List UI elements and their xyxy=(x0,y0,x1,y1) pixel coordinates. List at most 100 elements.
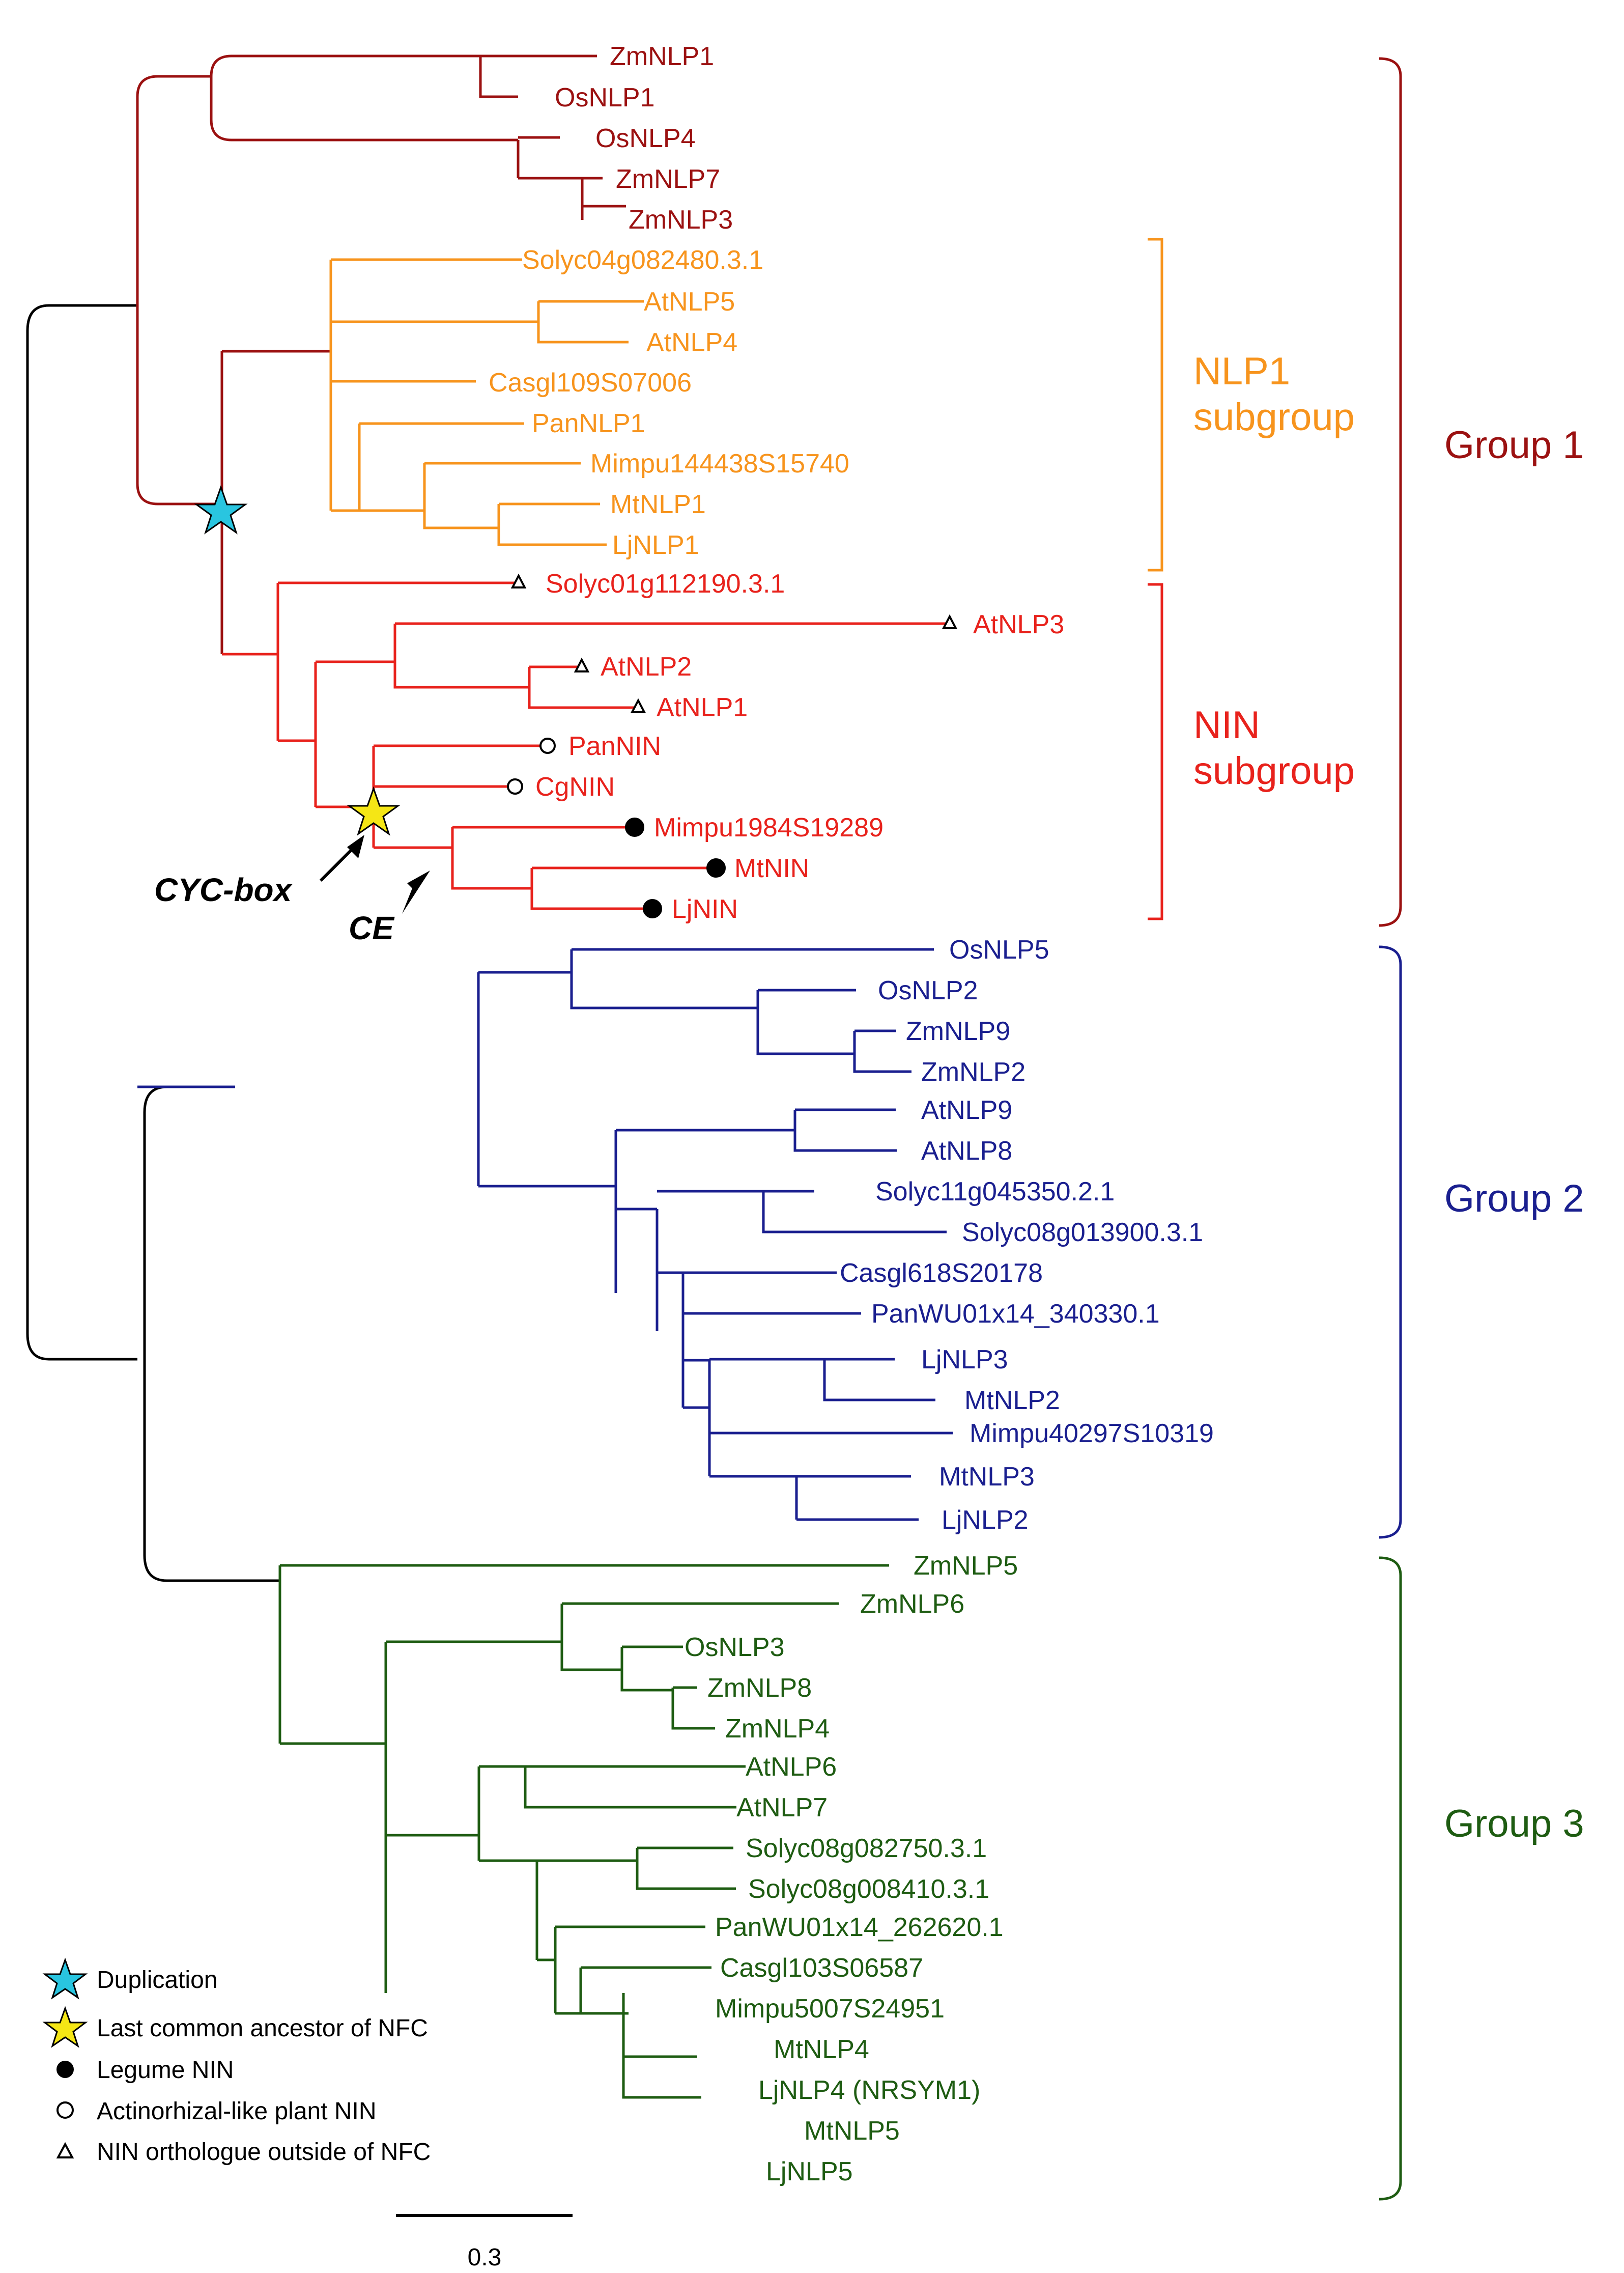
leaf-label: LjNLP3 xyxy=(921,1345,1008,1374)
nin-subgroup-label-line2: subgroup xyxy=(1193,749,1355,793)
leaf-label: Solyc08g008410.3.1 xyxy=(748,1874,989,1904)
leaf-label: ZmNLP8 xyxy=(707,1673,812,1703)
scale-bar-label: 0.3 xyxy=(468,2244,502,2271)
group1-branches xyxy=(136,54,626,654)
group-brackets xyxy=(1148,57,1402,2201)
group2-label: Group 2 xyxy=(1444,1177,1584,1220)
leaf-labels: ZmNLP1 OsNLP1 OsNLP4 ZmNLP7 ZmNLP3 Solyc… xyxy=(489,42,1214,2186)
leaf-label: AtNLP3 xyxy=(973,610,1064,639)
leaf-label: AtNLP6 xyxy=(746,1752,837,1782)
lca-star-icon xyxy=(347,786,401,836)
leaf-label: OsNLP4 xyxy=(595,124,696,153)
nin-bracket xyxy=(1148,583,1163,920)
cyc-box-label: CYC-box xyxy=(154,872,293,908)
leaf-label: OsNLP1 xyxy=(555,83,655,113)
leaf-label: LjNLP4 (NRSYM1) xyxy=(758,2075,980,2105)
leaf-label: OsNLP3 xyxy=(685,1633,785,1662)
ce-arrowhead-icon xyxy=(402,871,430,914)
nlp1-subgroup-label-line1: NLP1 xyxy=(1193,350,1290,393)
leaf-label: AtNLP4 xyxy=(646,328,737,357)
leaf-label: ZmNLP6 xyxy=(860,1589,964,1619)
leaf-label: AtNLP8 xyxy=(921,1136,1012,1166)
group3-bracket xyxy=(1379,1556,1402,2201)
leaf-label: AtNLP9 xyxy=(921,1096,1012,1125)
leaf-label: ZmNLP5 xyxy=(914,1551,1018,1581)
leaf-label: Mimpu5007S24951 xyxy=(715,1994,945,2024)
open-triangle-icon xyxy=(942,614,958,629)
leaf-label: AtNLP2 xyxy=(601,652,692,682)
leaf-label: CgNIN xyxy=(535,772,615,802)
open-circle-icon xyxy=(539,738,556,754)
leaf-label: Mimpu144438S15740 xyxy=(590,449,849,479)
leaf-label: MtNLP5 xyxy=(804,2116,900,2146)
leaf-label: PanNIN xyxy=(568,732,661,761)
legend-lca: Last common ancestor of NFC xyxy=(97,2015,428,2042)
scale-bar: 0.3 xyxy=(396,2214,573,2271)
leaf-label: Mimpu1984S19289 xyxy=(654,813,884,843)
group1-label: Group 1 xyxy=(1444,424,1584,467)
leaf-label: MtNLP4 xyxy=(774,2035,869,2064)
leaf-label: MtNLP1 xyxy=(610,490,706,519)
filled-circle-icon xyxy=(56,2061,74,2078)
group3-label: Group 3 xyxy=(1444,1802,1584,1845)
filled-circle-icon xyxy=(706,858,726,878)
leaf-label: PanWU01x14_262620.1 xyxy=(715,1913,1004,1942)
cyc-box-arrow-icon xyxy=(319,835,364,882)
leaf-label: ZmNLP4 xyxy=(725,1714,830,1744)
leaf-label: Casgl618S20178 xyxy=(840,1258,1043,1288)
nin-subgroup-label-line1: NIN xyxy=(1193,704,1260,747)
leaf-label: Mimpu40297S10319 xyxy=(970,1419,1214,1448)
open-triangle-icon xyxy=(510,573,527,588)
leaf-label: Solyc11g045350.2.1 xyxy=(875,1177,1115,1206)
leaf-label: AtNLP1 xyxy=(657,693,748,722)
leaf-label: AtNLP7 xyxy=(736,1793,828,1822)
leaf-label: MtNIN xyxy=(734,854,809,883)
group2-bracket xyxy=(1379,945,1402,1539)
leaf-label: ZmNLP7 xyxy=(616,164,720,194)
nlp1-branches xyxy=(329,258,644,546)
nlp1-subgroup-label-line2: subgroup xyxy=(1193,396,1355,439)
leaf-label: LjNIN xyxy=(672,894,738,924)
root-branches xyxy=(26,304,280,1582)
open-triangle-icon xyxy=(56,2142,74,2158)
group2-branches xyxy=(137,948,953,1521)
leaf-label: Casgl109S07006 xyxy=(489,368,692,398)
leaf-label: ZmNLP2 xyxy=(921,1057,1025,1087)
legend: Duplication Last common ancestor of NFC … xyxy=(42,1957,431,2166)
leaf-label: ZmNLP9 xyxy=(906,1017,1010,1046)
legend-actinorhizal-nin: Actinorhizal-like plant NIN xyxy=(97,2098,377,2125)
duplication-star-icon xyxy=(194,485,248,535)
leaf-label: LjNLP2 xyxy=(942,1505,1029,1535)
group1-bracket xyxy=(1379,57,1402,927)
filled-circle-icon xyxy=(625,818,644,837)
leaf-label: PanNLP1 xyxy=(532,409,645,438)
leaf-label: LjNLP1 xyxy=(612,530,699,560)
legend-duplication: Duplication xyxy=(97,1967,217,1994)
open-triangle-icon xyxy=(574,657,590,672)
group3-branches xyxy=(278,1564,889,2099)
leaf-label: LjNLP5 xyxy=(766,2157,853,2186)
leaf-label: Solyc01g112190.3.1 xyxy=(546,569,785,599)
leaf-label: PanWU01x14_340330.1 xyxy=(871,1299,1160,1329)
open-circle-icon xyxy=(507,778,523,795)
leaf-label: Casgl103S06587 xyxy=(720,1953,923,1983)
leaf-label: OsNLP2 xyxy=(878,976,978,1005)
leaf-label: ZmNLP3 xyxy=(629,205,733,235)
leaf-label: Solyc04g082480.3.1 xyxy=(522,245,763,275)
leaf-label: Solyc08g013900.3.1 xyxy=(962,1218,1203,1247)
ce-label: CE xyxy=(349,910,395,946)
leaf-label: AtNLP5 xyxy=(644,287,735,317)
leaf-label: MtNLP3 xyxy=(939,1462,1035,1492)
leaf-label: MtNLP2 xyxy=(964,1386,1060,1415)
nlp1-bracket xyxy=(1148,238,1163,572)
leaf-label: ZmNLP1 xyxy=(610,42,714,71)
leaf-markers xyxy=(507,573,958,918)
leaf-label: OsNLP5 xyxy=(949,935,1049,965)
open-triangle-icon xyxy=(630,698,646,713)
lca-star-icon xyxy=(42,2006,88,2048)
leaf-label: Solyc08g082750.3.1 xyxy=(746,1834,987,1863)
duplication-star-icon xyxy=(42,1957,88,2000)
open-circle-icon xyxy=(56,2101,74,2119)
filled-circle-icon xyxy=(643,899,662,918)
